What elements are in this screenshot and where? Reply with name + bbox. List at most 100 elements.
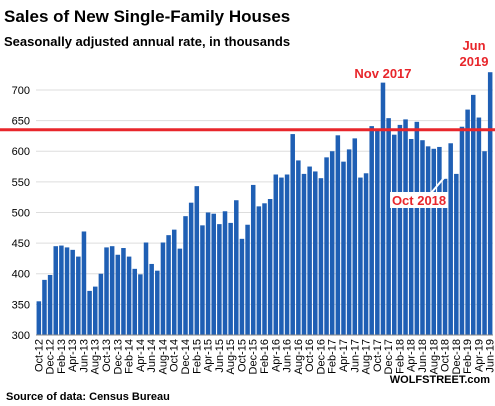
x-tick-label: Aug-17	[361, 339, 373, 374]
bar	[239, 238, 245, 335]
bar	[318, 178, 324, 335]
bar	[64, 247, 70, 335]
bar	[245, 224, 250, 335]
bar	[143, 242, 149, 335]
bar	[171, 229, 177, 335]
watermark: WOLFSTREET.com	[390, 374, 490, 386]
bar	[363, 173, 369, 335]
bar	[386, 118, 391, 335]
x-tick-label: Jun-18	[417, 339, 429, 373]
bar	[442, 178, 448, 335]
bar	[250, 184, 256, 335]
x-tick-label: Apr-18	[406, 339, 418, 372]
bar	[290, 134, 295, 335]
x-tick-label: Jun-16	[282, 339, 294, 373]
bar	[346, 149, 352, 335]
x-tick-label: Dec-17	[383, 339, 395, 374]
bar	[414, 121, 420, 335]
bar	[448, 143, 453, 335]
x-tick-label: Aug-16	[293, 339, 305, 374]
x-tick-label: Oct-13	[101, 339, 113, 372]
bar	[397, 124, 403, 336]
bar	[487, 72, 493, 335]
bar	[279, 177, 284, 335]
x-tick-label: Aug-13	[90, 339, 102, 374]
x-tick-label: Jun-17	[349, 339, 361, 373]
bar	[369, 126, 374, 335]
bar	[380, 82, 386, 336]
bar	[341, 161, 346, 335]
bar	[87, 290, 92, 335]
x-tick-label: Dec-14	[180, 339, 192, 374]
bar	[324, 157, 329, 335]
x-tick-label: Oct-12	[33, 339, 45, 372]
y-tick-label: 650	[12, 116, 30, 128]
y-tick-label: 550	[12, 177, 30, 189]
bar	[329, 151, 335, 335]
bar	[296, 160, 301, 335]
y-tick-label: 700	[12, 85, 30, 97]
bar	[194, 186, 200, 335]
annotation-arrow	[430, 177, 445, 194]
bar	[284, 174, 290, 335]
bar	[81, 231, 87, 335]
bar	[149, 263, 154, 335]
bar	[42, 279, 47, 335]
bar	[132, 268, 137, 335]
x-tick-label: Dec-12	[45, 339, 57, 374]
annotation: Jun	[462, 38, 485, 53]
x-tick-label: Apr-17	[338, 339, 350, 372]
bar	[126, 256, 132, 335]
bar	[465, 109, 470, 335]
bar	[307, 166, 312, 335]
x-tick-label: Aug-14	[157, 339, 169, 374]
bar	[70, 249, 75, 335]
x-tick-label: Feb-14	[124, 339, 136, 374]
x-tick-label: Jun-15	[214, 339, 226, 373]
bar	[476, 117, 482, 335]
x-tick-label: Feb-13	[56, 339, 68, 374]
bar	[482, 151, 487, 335]
bar	[431, 148, 437, 335]
y-tick-label: 450	[12, 238, 30, 250]
y-tick-label: 350	[12, 299, 30, 311]
bar	[408, 138, 414, 335]
bar	[53, 246, 59, 335]
bar	[459, 126, 465, 336]
bar	[211, 213, 216, 335]
bar	[104, 247, 109, 335]
bar	[267, 199, 273, 335]
x-tick-label: Apr-14	[135, 339, 147, 372]
source-note: Source of data: Census Bureau	[6, 391, 170, 403]
bar	[36, 301, 42, 335]
bar	[155, 270, 160, 335]
y-tick-label: 300	[12, 330, 30, 342]
bar	[420, 140, 425, 335]
x-tick-label: Dec-13	[112, 339, 124, 374]
bar	[375, 129, 380, 335]
bar	[403, 119, 408, 335]
bar	[98, 273, 104, 335]
x-tick-label: Feb-17	[327, 339, 339, 374]
bar	[59, 245, 64, 335]
bar	[454, 173, 459, 335]
x-tick-label: Oct-15	[236, 339, 248, 372]
bar	[256, 206, 262, 335]
bar	[138, 274, 143, 335]
x-tick-label: Oct-17	[372, 339, 384, 372]
x-tick-label: Dec-16	[315, 339, 327, 374]
x-tick-label: Aug-15	[225, 339, 237, 374]
bar	[352, 138, 358, 335]
bar	[200, 225, 205, 335]
bar	[109, 246, 115, 335]
x-tick-label: Dec-15	[248, 339, 260, 374]
bar	[121, 248, 126, 335]
bar	[217, 224, 222, 335]
x-tick-label: Apr-16	[270, 339, 282, 372]
x-tick-label: Apr-15	[203, 339, 215, 372]
x-tick-label: Jun-14	[146, 339, 158, 373]
chart-subtitle: Seasonally adjusted annual rate, in thou…	[4, 34, 290, 49]
x-tick-label: Apr-19	[473, 339, 485, 372]
bar	[392, 134, 397, 335]
